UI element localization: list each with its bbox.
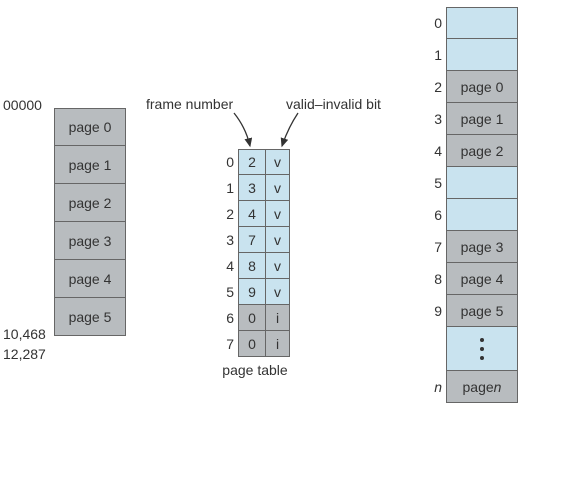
pt-valid: i [266, 331, 290, 357]
pt-valid: v [266, 279, 290, 305]
frame-cell [446, 39, 518, 71]
pt-frame: 4 [238, 201, 266, 227]
pt-index: 1 [220, 175, 238, 201]
frame-cell: page 0 [446, 71, 518, 103]
pt-valid: i [266, 305, 290, 331]
pt-index: 0 [220, 149, 238, 175]
frame-index-n: n [428, 371, 446, 403]
frame-index: 1 [428, 39, 446, 71]
pt-valid: v [266, 149, 290, 175]
pt-frame: 0 [238, 305, 266, 331]
frame-index: 4 [428, 135, 446, 167]
frame-cell [446, 167, 518, 199]
pt-index: 3 [220, 227, 238, 253]
pt-frame: 9 [238, 279, 266, 305]
frame-cell: page 2 [446, 135, 518, 167]
frame-cell [446, 199, 518, 231]
frame-cell: page 1 [446, 103, 518, 135]
frame-index: 0 [428, 7, 446, 39]
page-table: 0 2 v 1 3 v 2 4 v 3 7 v 4 8 v 5 9 v 6 0 … [220, 149, 290, 357]
pt-index: 6 [220, 305, 238, 331]
pt-valid: v [266, 201, 290, 227]
frame-index: 6 [428, 199, 446, 231]
frame-index: 9 [428, 295, 446, 327]
frame-index: 5 [428, 167, 446, 199]
physical-memory: 0 1 2page 0 3page 1 4page 2 5 6 7page 3 … [428, 7, 518, 403]
pt-index: 5 [220, 279, 238, 305]
frame-index: 2 [428, 71, 446, 103]
pt-frame: 0 [238, 331, 266, 357]
pt-frame: 2 [238, 149, 266, 175]
pt-frame: 8 [238, 253, 266, 279]
frame-cell: page 3 [446, 231, 518, 263]
pt-valid: v [266, 253, 290, 279]
frame-index: 7 [428, 231, 446, 263]
frame-cell [446, 7, 518, 39]
frame-cell: page 4 [446, 263, 518, 295]
vertical-ellipsis-icon [446, 327, 518, 371]
pt-valid: v [266, 227, 290, 253]
pt-index: 7 [220, 331, 238, 357]
pt-valid: v [266, 175, 290, 201]
pt-frame: 3 [238, 175, 266, 201]
frame-cell-n: page n [446, 371, 518, 403]
page-table-label: page table [220, 362, 290, 378]
pt-index: 4 [220, 253, 238, 279]
pt-index: 2 [220, 201, 238, 227]
frame-index: 8 [428, 263, 446, 295]
frame-ellipsis-index [428, 327, 446, 371]
frame-cell: page 5 [446, 295, 518, 327]
frame-index: 3 [428, 103, 446, 135]
pt-frame: 7 [238, 227, 266, 253]
